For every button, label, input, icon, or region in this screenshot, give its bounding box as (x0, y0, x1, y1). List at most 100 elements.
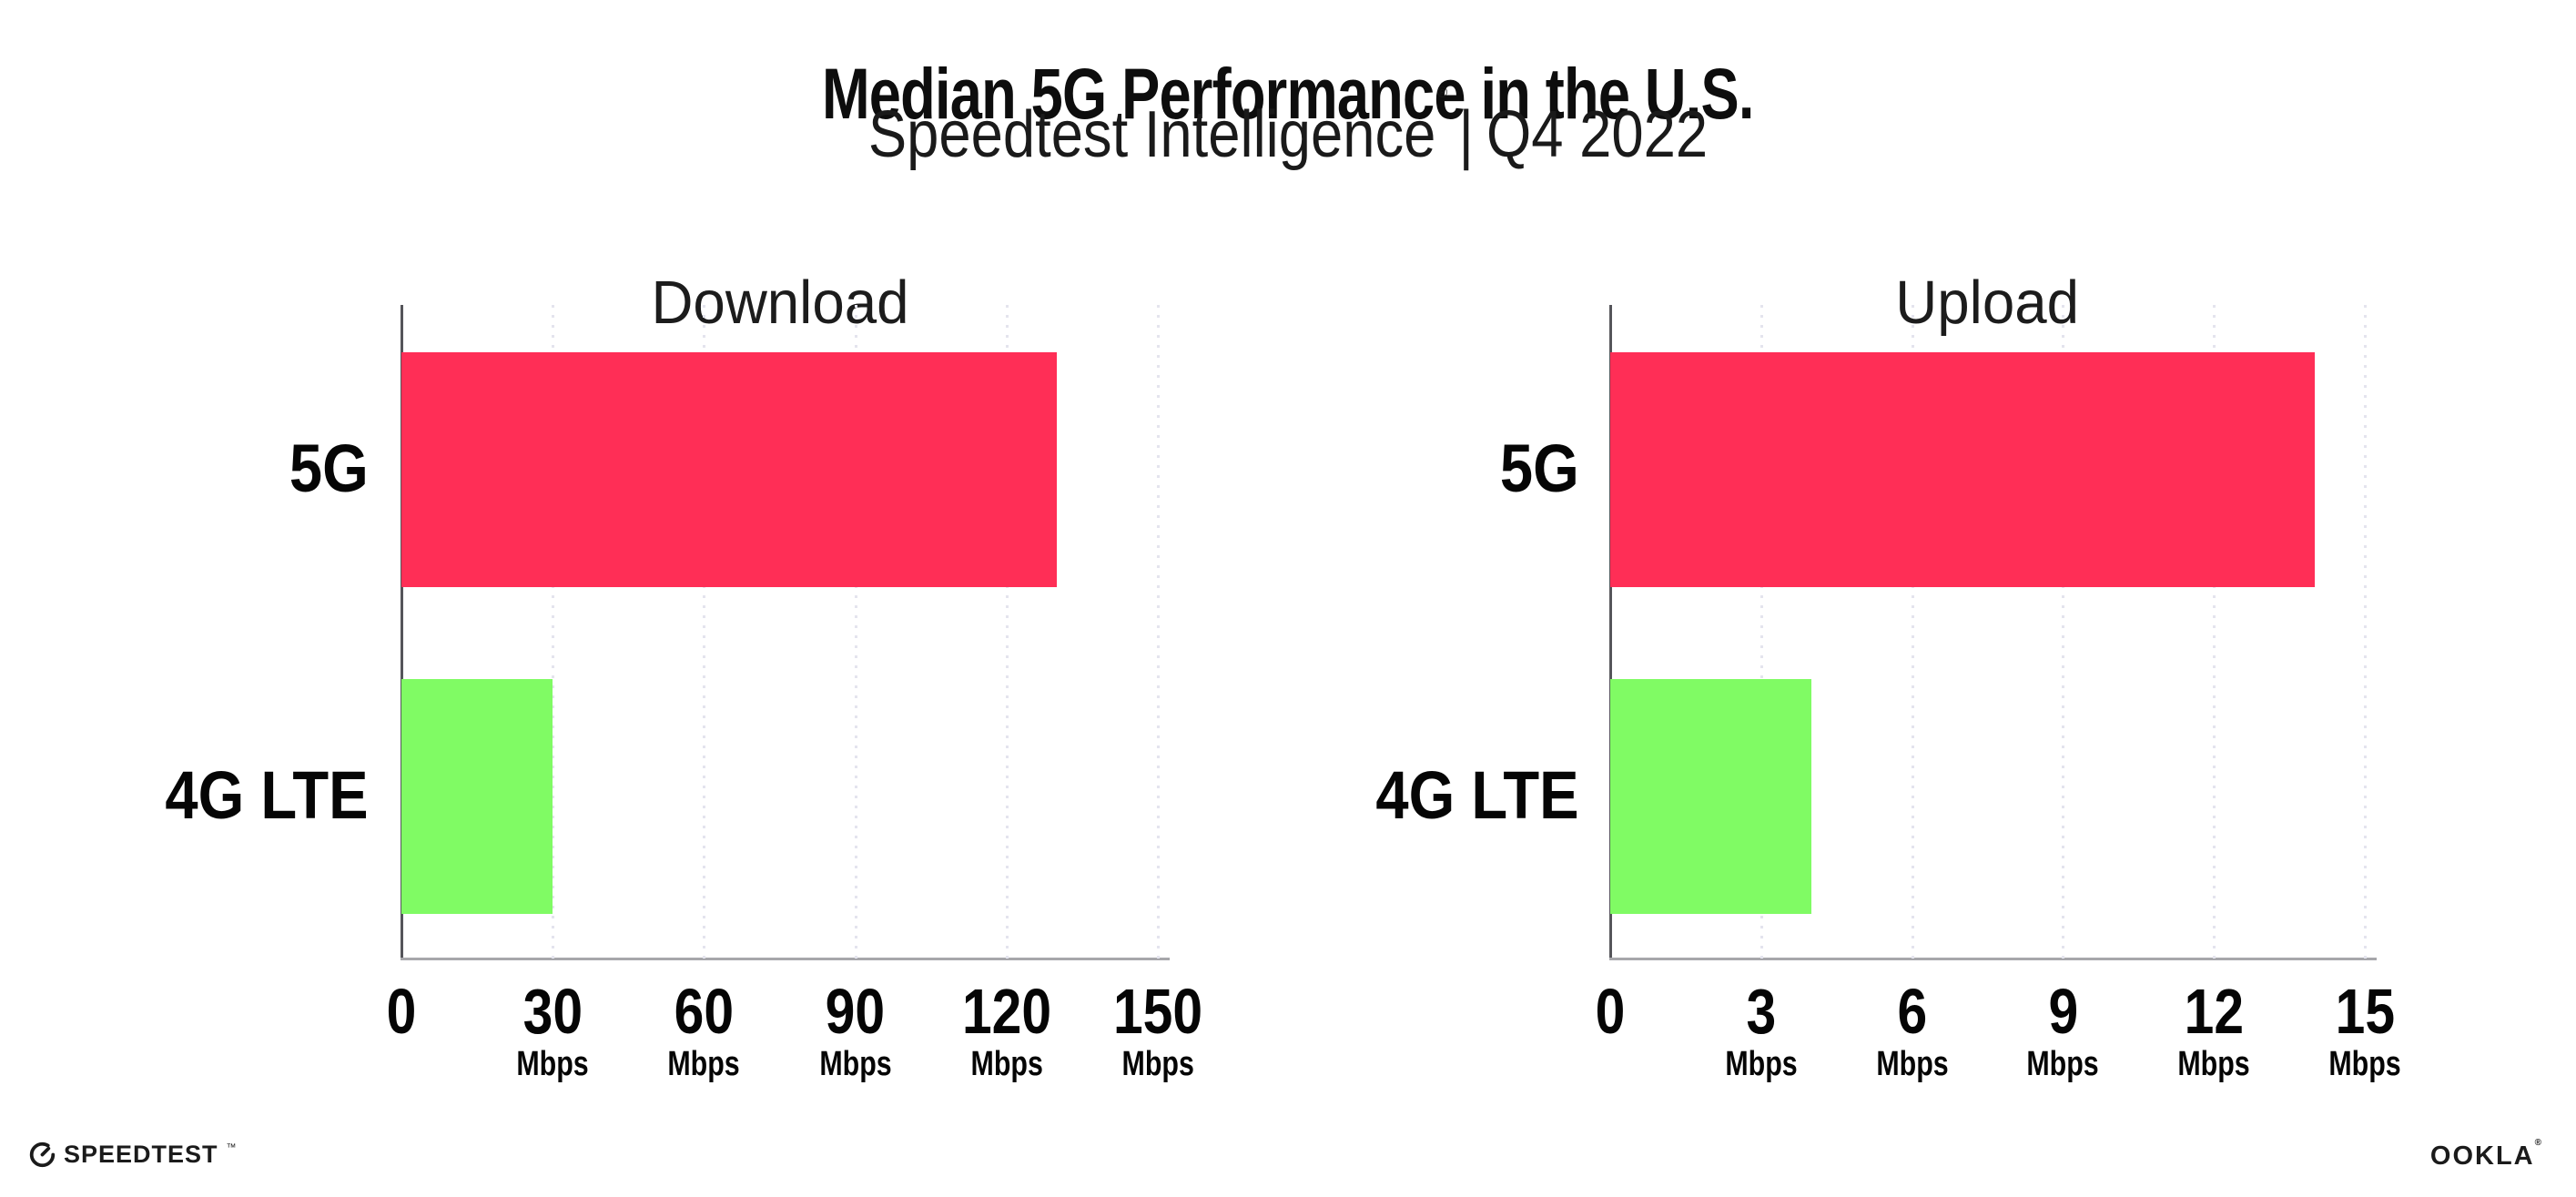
x-tick-unit-text: Mbps (1121, 1045, 1194, 1083)
x-tick: 3 Mbps (1716, 979, 1806, 1081)
upload-plot-area (1609, 305, 2377, 960)
x-tick-value: 90 (810, 979, 900, 1043)
gridline (2364, 305, 2367, 959)
category-label: 4G LTE (1270, 632, 1579, 959)
subtitle-divider: | (1458, 98, 1474, 171)
category-label: 4G LTE (55, 632, 369, 959)
x-tick-value: 0 (384, 979, 420, 1043)
speedtest-logo-text: SPEEDTEST (64, 1141, 218, 1168)
subtitle-brand: Speedtest Intelligence (867, 98, 1436, 171)
bar-4g-lte (1610, 678, 1812, 914)
download-chart-title: Download (401, 272, 1158, 345)
x-tick-unit-text: Mbps (2177, 1045, 2250, 1083)
x-tick-unit: Mbps (508, 1047, 598, 1081)
x-tick-value: 9 (2018, 979, 2108, 1043)
x-tick-unit: Mbps (1716, 1047, 1806, 1081)
speedtest-logo: SPEEDTEST ™ (29, 1141, 237, 1168)
x-tick: 0 (1593, 979, 1628, 1043)
category-label-text: 5G (1500, 430, 1579, 506)
x-tick-value: 6 (1867, 979, 1957, 1043)
x-tick-unit: Mbps (1105, 1047, 1212, 1081)
x-tick-value-text: 9 (2048, 976, 2078, 1047)
gridline (1005, 305, 1009, 959)
bar-5g (401, 351, 1058, 587)
x-tick: 12 Mbps (2169, 979, 2259, 1081)
gridline (1157, 305, 1160, 959)
category-label-text: 4G LTE (165, 756, 369, 833)
download-category-labels: 5G 4G LTE (55, 305, 369, 959)
x-tick-unit: Mbps (2169, 1047, 2259, 1081)
speedtest-gauge-icon (29, 1141, 56, 1168)
x-tick-unit-text: Mbps (818, 1045, 892, 1083)
bar-4g-lte (401, 678, 553, 914)
download-y-axis-line (401, 305, 403, 959)
x-tick-value: 60 (659, 979, 749, 1043)
gridline (854, 305, 857, 959)
ookla-logo: OOKLA® (2429, 1139, 2543, 1171)
x-tick-value: 0 (1593, 979, 1628, 1043)
x-tick-unit-text: Mbps (516, 1045, 589, 1083)
x-tick-unit-text: Mbps (2026, 1045, 2100, 1083)
x-tick-value-text: 12 (2184, 976, 2244, 1047)
upload-category-labels: 5G 4G LTE (1270, 305, 1579, 959)
x-tick-value-text: 90 (825, 976, 886, 1047)
gridline (1911, 305, 1914, 959)
x-tick-value-text: 60 (674, 976, 735, 1047)
upload-x-axis-line (1609, 958, 2377, 960)
x-tick-unit-text: Mbps (2328, 1045, 2401, 1083)
upload-y-axis-line (1609, 305, 1612, 959)
x-tick: 6 Mbps (1867, 979, 1957, 1081)
bar-5g (1610, 351, 2315, 587)
category-label: 5G (55, 305, 369, 632)
x-tick-value: 30 (508, 979, 598, 1043)
x-tick-value-text: 0 (1595, 976, 1626, 1047)
ookla-logo-text: OOKLA (2429, 1141, 2535, 1171)
x-tick-unit: Mbps (810, 1047, 900, 1081)
x-tick-unit: Mbps (1867, 1047, 1957, 1081)
gridline (2062, 305, 2065, 959)
download-x-axis-labels: 0 30 Mbps 60 Mbps 90 Mbps 120 Mbps 150 Mbps (387, 979, 1202, 1116)
x-tick-value-text: 3 (1746, 976, 1777, 1047)
gridline (703, 305, 706, 959)
x-tick: 0 (384, 979, 420, 1043)
x-tick-value-text: 15 (2335, 976, 2395, 1047)
x-tick-value: 3 (1716, 979, 1806, 1043)
x-tick: 30 Mbps (508, 979, 598, 1081)
gridline (1760, 305, 1763, 959)
main-title-text: Median 5G Performance in the U.S. (822, 52, 1754, 134)
x-tick-value-text: 120 (961, 976, 1051, 1047)
x-tick-value-text: 6 (1897, 976, 1927, 1047)
subtitle-period: Q4 2022 (1486, 98, 1709, 171)
x-tick-unit: Mbps (953, 1047, 1060, 1081)
subtitle: Speedtest Intelligence®| Q4 2022 (0, 85, 2576, 167)
trademark-icon: ™ (226, 1141, 237, 1153)
x-tick: 15 Mbps (2319, 979, 2409, 1081)
x-tick-value: 120 (953, 979, 1060, 1043)
category-label-text: 4G LTE (1375, 756, 1579, 833)
x-tick-value-text: 150 (1112, 976, 1203, 1047)
upload-chart-title: Upload (1610, 272, 2365, 345)
x-tick-unit: Mbps (2319, 1047, 2409, 1081)
x-tick-value: 150 (1105, 979, 1212, 1043)
gridline (552, 305, 555, 959)
x-tick-unit-text: Mbps (667, 1045, 741, 1083)
download-chart-title-text: Download (650, 268, 909, 337)
x-tick-unit-text: Mbps (1875, 1045, 1949, 1083)
registered-mark-icon: ® (1437, 84, 1448, 101)
x-tick-unit-text: Mbps (1725, 1045, 1798, 1083)
download-plot-area (401, 305, 1170, 960)
gridline (2213, 305, 2216, 959)
category-label: 5G (1270, 305, 1579, 632)
x-tick: 90 Mbps (810, 979, 900, 1081)
x-tick: 120 Mbps (953, 979, 1060, 1081)
subtitle-text: Speedtest Intelligence®| Q4 2022 (868, 85, 1708, 167)
x-tick: 9 Mbps (2018, 979, 2108, 1081)
main-title: Median 5G Performance in the U.S. (0, 57, 2576, 129)
x-tick-value-text: 0 (386, 976, 417, 1047)
x-tick: 150 Mbps (1105, 979, 1212, 1081)
upload-x-axis-labels: 0 3 Mbps 6 Mbps 9 Mbps 12 Mbps 15 Mbps (1596, 979, 2401, 1116)
x-tick-unit: Mbps (2018, 1047, 2108, 1081)
x-tick-unit: Mbps (659, 1047, 749, 1081)
x-tick: 60 Mbps (659, 979, 749, 1081)
